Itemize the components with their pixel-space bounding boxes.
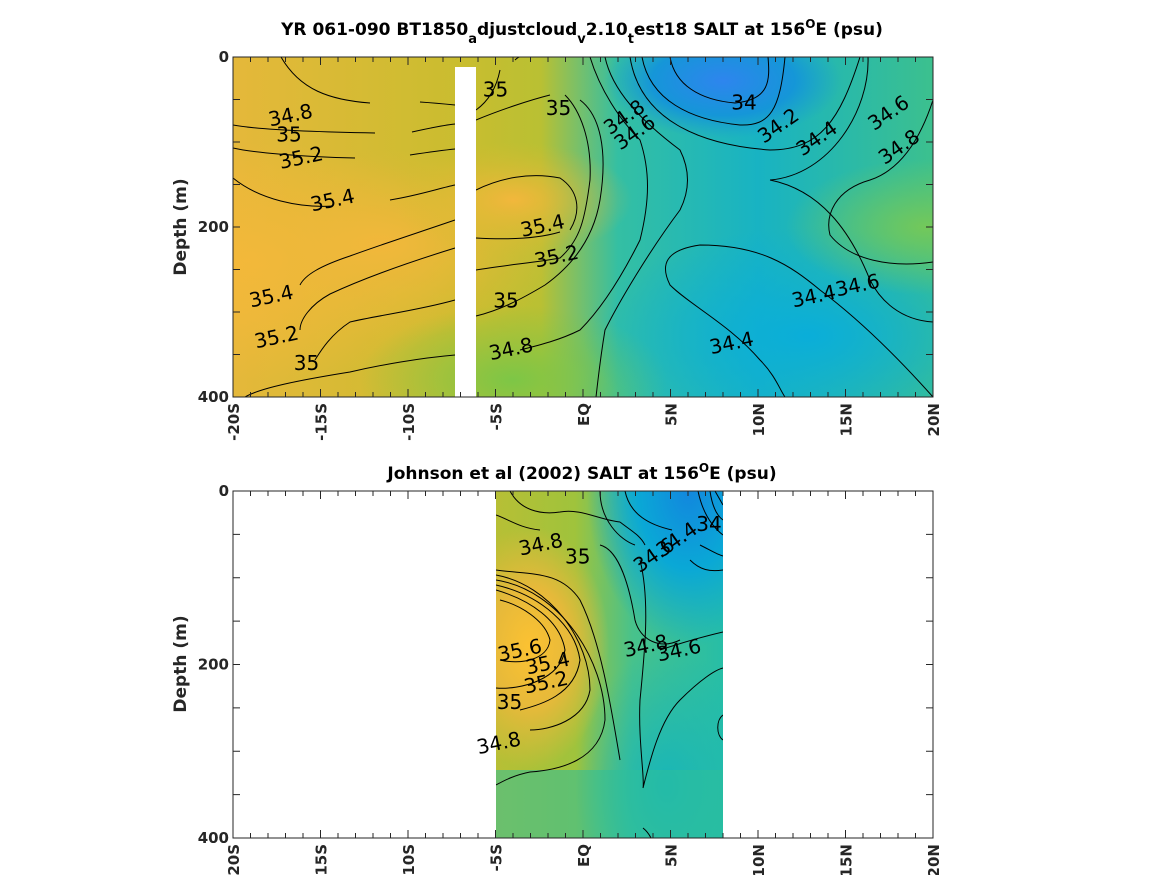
contour-34-8-mid: [519, 57, 648, 351]
y-tick-label: 200: [198, 656, 229, 674]
contour-label: 34: [696, 512, 721, 536]
contour-34-4-south: [665, 244, 933, 397]
model-salinity-panel: YR 061-090 BT1850adjustcloudv2.10test18 …: [171, 17, 943, 441]
contour-35-6: [499, 599, 551, 663]
y-tick-labels: 0 200 400: [198, 48, 229, 406]
x-tick-labels: -20S -15S -10S -5S EQ 5N 10N 15N 20N: [225, 844, 943, 875]
contour-34-8-low: [496, 579, 606, 786]
contour-34-2: [641, 57, 786, 126]
axis-ticks: [232, 490, 934, 839]
x-tick-label: 10N: [750, 844, 768, 875]
contour-35-west: [233, 123, 456, 134]
x-tick-label: -20S: [225, 844, 243, 875]
x-tick-label: -15S: [313, 403, 331, 441]
x-tick-label: 20N: [925, 403, 943, 436]
contour-34-8-mid: [496, 569, 723, 761]
y-tick-label: 400: [198, 829, 229, 847]
contour-35-4-west: [233, 177, 456, 207]
x-tick-label: 15N: [838, 844, 856, 875]
contour-35-2-sw: [299, 247, 456, 331]
contour-34-6-east: [769, 57, 933, 323]
x-tick-label: -10S: [400, 844, 418, 875]
contour-34-6: [599, 491, 723, 572]
contour-35-4: [496, 589, 566, 689]
y-tick-label: 400: [198, 388, 229, 406]
y-axis-label: Depth (m): [171, 615, 191, 712]
y-tick-label: 0: [219, 482, 229, 500]
x-tick-label: -15S: [313, 844, 331, 875]
contour-lines: [233, 57, 933, 397]
contour-lines: [496, 491, 723, 838]
y-tick-label: 0: [219, 48, 229, 66]
heatmap-field: [496, 491, 723, 838]
contour-35-2-west: [233, 147, 456, 159]
contour-label: 35: [483, 78, 508, 102]
contour-34-6-edge: [717, 714, 723, 741]
contour-34-6-mid: [595, 57, 688, 397]
contour-label: 35: [546, 96, 571, 120]
x-tick-label: EQ: [575, 844, 593, 867]
observed-salinity-panel: Johnson et al (2002) SALT at 156OE (psu): [171, 461, 943, 875]
contour-34-6-low: [639, 559, 723, 789]
x-tick-labels: -20S -15S -10S -5S EQ 5N 10N 15N 20N: [225, 403, 943, 441]
x-tick-label: 15N: [838, 403, 856, 436]
contour-35-low: [496, 574, 591, 731]
contour-35: [496, 514, 681, 645]
contour-35-4-mid: [475, 175, 578, 240]
contour-34-8-top: [509, 491, 646, 546]
contour-34: [697, 491, 723, 536]
contour-35-4-sw: [299, 219, 456, 286]
chart-title-observed: Johnson et al (2002) SALT at 156OE (psu): [386, 461, 776, 484]
contour-35-2-mid: [475, 94, 591, 271]
x-tick-label: 5N: [663, 403, 681, 426]
contour-label: 35: [276, 123, 301, 147]
contour-35-2: [496, 584, 581, 711]
contour-35-sw: [314, 299, 456, 361]
heatmap-field: [233, 57, 933, 397]
contour-label: 35: [497, 690, 522, 714]
x-tick-label: EQ: [575, 403, 593, 426]
contour-label: 34: [731, 90, 756, 114]
axis-ticks: [232, 56, 934, 398]
contour-34-8-east: [828, 99, 933, 265]
contour-34-4: [629, 57, 861, 151]
contour-35-mid: [475, 94, 604, 317]
x-tick-label: 20N: [925, 844, 943, 875]
contour-34-8-west: [280, 57, 456, 106]
land-mask: [455, 67, 476, 397]
x-tick-label: 10N: [750, 403, 768, 436]
x-tick-label: -5S: [488, 403, 506, 430]
contour-34-4: [624, 491, 723, 557]
x-tick-label: 5N: [663, 844, 681, 867]
contour-label: 35: [294, 351, 319, 375]
y-axis-label: Depth (m): [171, 178, 191, 275]
x-tick-label: -20S: [225, 403, 243, 441]
contour-34: [669, 57, 770, 104]
x-tick-label: -10S: [400, 403, 418, 441]
chart-title-model: YR 061-090 BT1850adjustcloudv2.10test18 …: [280, 17, 883, 47]
contour-34-6-bottom: [642, 827, 652, 838]
contour-label: 35: [565, 544, 590, 568]
contour-34-8-sw: [244, 354, 456, 397]
x-tick-label: -5S: [488, 844, 506, 871]
y-tick-label: 200: [198, 218, 229, 236]
contour-label: 35: [493, 288, 518, 312]
y-tick-labels: 0 200 400: [198, 482, 229, 847]
